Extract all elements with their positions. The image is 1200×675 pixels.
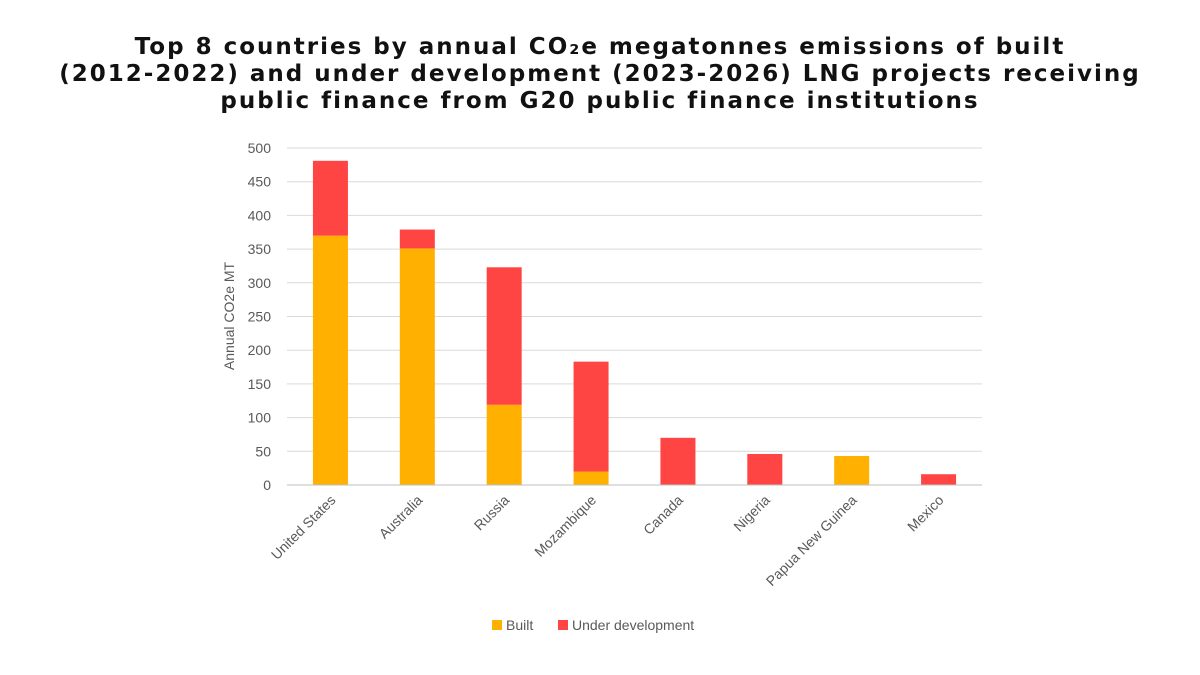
bars [312,160,957,485]
x-category-label: Papua New Guinea [763,492,860,589]
bar-under-development-mexico [921,474,957,485]
bar-under-development-australia [399,229,435,249]
legend-label-under-development: Under development [572,617,694,633]
x-category-label: Mexico [904,492,947,535]
y-tick-label: 400 [248,207,272,223]
legend-swatch-built [492,620,502,630]
bar-built-russia [486,404,522,485]
x-category-label: Mozambique [531,492,599,560]
legend: Built Under development [492,617,694,633]
bar-under-development-canada [660,437,696,485]
bar-under-development-united-states [312,160,348,236]
x-category-label: Russia [471,492,513,534]
y-axis-ticks: 0 50 100 150 200 250 300 350 400 450 500 [248,140,272,493]
x-category-label: Nigeria [730,492,773,535]
y-tick-label: 50 [255,443,271,459]
y-tick-label: 0 [263,477,271,493]
bar-under-development-nigeria [747,453,783,485]
legend-label-built: Built [506,617,533,633]
y-tick-label: 250 [248,309,272,325]
x-category-label: Canada [640,492,686,538]
y-tick-label: 350 [248,241,272,257]
bar-built-mozambique [573,471,609,485]
bar-built-united-states [312,235,348,485]
gridlines [287,147,982,452]
bar-under-development-russia [486,267,522,405]
chart-title-line-1: Top 8 countries by annual CO₂e megatonne… [134,34,1066,60]
x-axis-category-labels: United States Australia Russia Mozambique Ca… [268,492,947,589]
y-tick-label: 500 [248,140,272,156]
legend-swatch-under-development [558,620,568,630]
y-axis-title: Annual CO2e MT [221,261,237,370]
x-category-label: Australia [376,492,426,542]
y-tick-label: 200 [248,342,272,358]
y-tick-label: 450 [248,174,272,190]
y-tick-label: 300 [248,275,272,291]
chart-title: Top 8 countries by annual CO₂e megatonne… [40,34,1160,115]
bar-built-papua-new-guinea [834,456,870,485]
chart-title-line-2: (2012-2022) and under development (2023-… [59,61,1141,87]
chart-title-line-3: public finance from G20 public finance i… [220,88,980,114]
y-tick-label: 150 [248,376,272,392]
y-tick-label: 100 [248,410,272,426]
bar-under-development-mozambique [573,361,609,472]
bar-built-australia [399,248,435,485]
x-category-label: United States [268,492,339,563]
